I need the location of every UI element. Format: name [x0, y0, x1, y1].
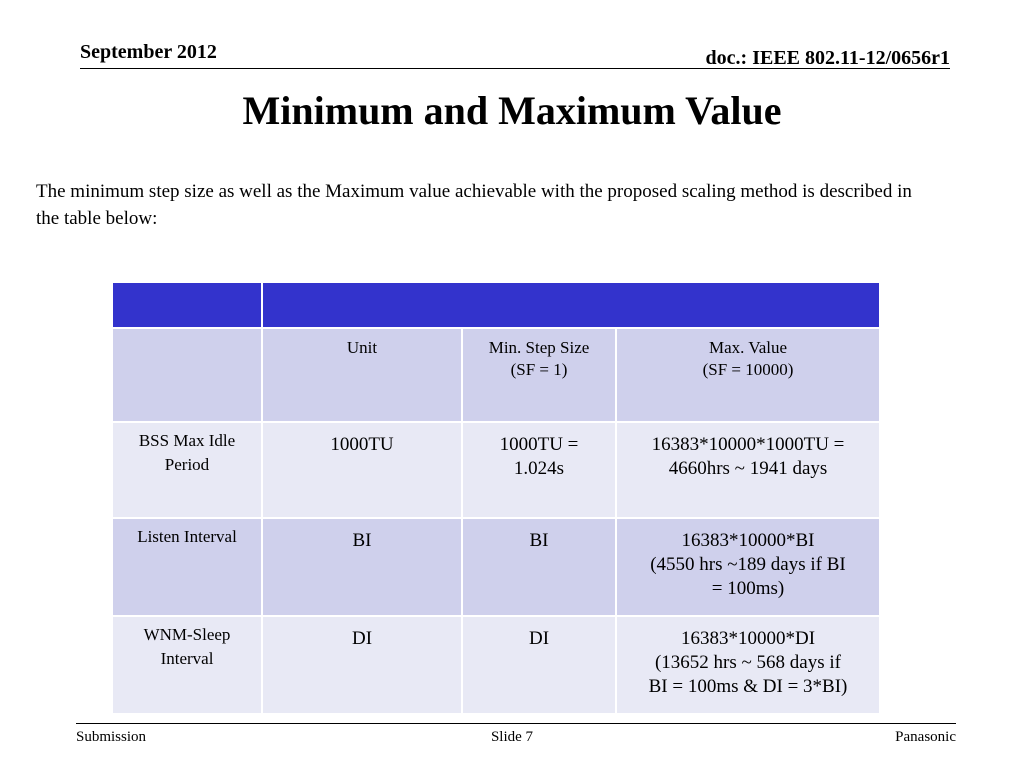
- row-label: Listen Interval: [111, 517, 263, 617]
- column-header-max-value: Max. Value (SF = 10000): [615, 327, 881, 423]
- row-label: WNM-Sleep Interval: [111, 615, 263, 715]
- table-row: BSS Max Idle Period 1000TU 1000TU = 1.02…: [111, 421, 881, 519]
- table-header-cell-right: [261, 281, 881, 329]
- unit-cell: 1000TU: [261, 421, 463, 519]
- table-column-header-row: Unit Min. Step Size (SF = 1) Max. Value …: [111, 327, 881, 423]
- table-header-cell-left: [111, 281, 263, 329]
- footer-submission: Submission: [76, 729, 147, 745]
- footer-divider: [76, 723, 956, 724]
- unit-cell: BI: [261, 517, 463, 617]
- column-header-min-step: Min. Step Size (SF = 1): [461, 327, 617, 423]
- table-header-band: [111, 281, 881, 329]
- max-value-cell: 16383*10000*DI (13652 hrs ~ 568 days if …: [615, 615, 881, 715]
- header-divider: [80, 68, 950, 69]
- max-value-cell: 16383*10000*1000TU = 4660hrs ~ 1941 days: [615, 421, 881, 519]
- column-header-empty: [111, 327, 263, 423]
- min-step-cell: BI: [461, 517, 617, 617]
- column-header-unit: Unit: [261, 327, 463, 423]
- slide-title: Minimum and Maximum Value: [242, 88, 782, 133]
- unit-cell: DI: [261, 615, 463, 715]
- footer-slide-number: Slide 7: [490, 729, 534, 745]
- intro-paragraph: The minimum step size as well as the Max…: [36, 181, 912, 229]
- table-row: Listen Interval BI BI 16383*10000*BI (45…: [111, 517, 881, 617]
- min-step-cell: DI: [461, 615, 617, 715]
- values-table: Unit Min. Step Size (SF = 1) Max. Value …: [111, 281, 881, 715]
- header-date: September 2012: [80, 41, 217, 63]
- min-step-cell: 1000TU = 1.024s: [461, 421, 617, 519]
- footer-company: Panasonic: [895, 729, 956, 745]
- table-row: WNM-Sleep Interval DI DI 16383*10000*DI …: [111, 615, 881, 715]
- max-value-cell: 16383*10000*BI (4550 hrs ~189 days if BI…: [615, 517, 881, 617]
- header-doc-id: doc.: IEEE 802.11-12/0656r1: [705, 47, 950, 69]
- row-label: BSS Max Idle Period: [111, 421, 263, 519]
